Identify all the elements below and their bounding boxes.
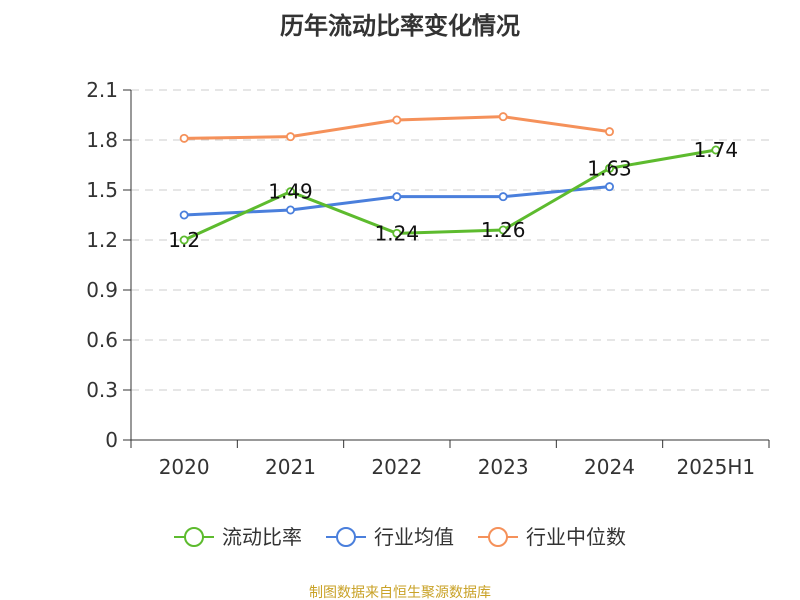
legend-item-industry-mean[interactable]: 行业均值 (326, 525, 454, 549)
industry-mean-point[interactable] (179, 210, 189, 220)
legend-label: 行业中位数 (526, 525, 626, 549)
legend-marker-icon (336, 527, 356, 547)
x-tick-label: 2023 (478, 455, 529, 479)
y-tick-label: 1.5 (86, 178, 118, 202)
current-ratio-point[interactable] (179, 235, 189, 245)
current-ratio-point[interactable] (498, 225, 508, 235)
current-ratio-data-label: 1.63 (587, 156, 632, 180)
industry-mean-point[interactable] (605, 182, 615, 192)
current-ratio-data-label: 1.26 (481, 218, 526, 242)
current-ratio-data-label: 1.2 (168, 228, 200, 252)
current-ratio-point[interactable] (711, 145, 721, 155)
current-ratio-point[interactable] (605, 163, 615, 173)
current-ratio-data-label: 1.49 (268, 180, 313, 204)
y-tick-label: 0.3 (86, 378, 118, 402)
industry-median-point[interactable] (179, 133, 189, 143)
industry-median-point[interactable] (605, 127, 615, 137)
y-tick-label: 0 (105, 428, 118, 452)
legend-label: 流动比率 (222, 525, 302, 549)
legend-label: 行业均值 (374, 525, 454, 549)
current-ratio-data-label: 1.74 (694, 138, 739, 162)
legend-item-industry-median[interactable]: 行业中位数 (478, 525, 626, 549)
legend[interactable]: 流动比率 行业均值 行业中位数 (174, 525, 626, 549)
industry-mean-point[interactable] (392, 192, 402, 202)
chart-title: 历年流动比率变化情况 (280, 12, 520, 40)
x-tick-label: 2022 (371, 455, 422, 479)
current-ratio-data-label: 1.24 (375, 221, 420, 245)
series-lines (179, 112, 721, 245)
y-tick-label: 1.8 (86, 128, 118, 152)
industry-median-point[interactable] (498, 112, 508, 122)
y-tick-label: 0.6 (86, 328, 118, 352)
x-tick-label: 2021 (265, 455, 316, 479)
legend-item-current-ratio[interactable]: 流动比率 (174, 525, 302, 549)
industry-mean-point[interactable] (285, 205, 295, 215)
y-tick-label: 2.1 (86, 78, 118, 102)
y-tick-label: 1.2 (86, 228, 118, 252)
source-footer: 制图数据来自恒生聚源数据库 (309, 585, 491, 600)
legend-marker-icon (488, 527, 508, 547)
y-tick-label: 0.9 (86, 278, 118, 302)
x-tick-label: 2020 (159, 455, 210, 479)
current-ratio-point[interactable] (285, 187, 295, 197)
x-tick-label: 2024 (584, 455, 635, 479)
x-tick-label: 2025H1 (676, 455, 755, 479)
grid (131, 89, 769, 391)
data-labels: 1.2 1.49 1.24 1.26 1.63 1.74 (168, 138, 738, 252)
current-ratio-point[interactable] (392, 228, 402, 238)
legend-marker-icon (184, 527, 204, 547)
industry-median-point[interactable] (285, 132, 295, 142)
industry-median-point[interactable] (392, 115, 402, 125)
industry-mean-point[interactable] (498, 192, 508, 202)
axes: 0 0.3 0.6 0.9 1.2 1.5 1.8 2.1 2020 2021 2022 2023 20… (86, 78, 770, 479)
current-ratio-line (183, 148, 717, 242)
